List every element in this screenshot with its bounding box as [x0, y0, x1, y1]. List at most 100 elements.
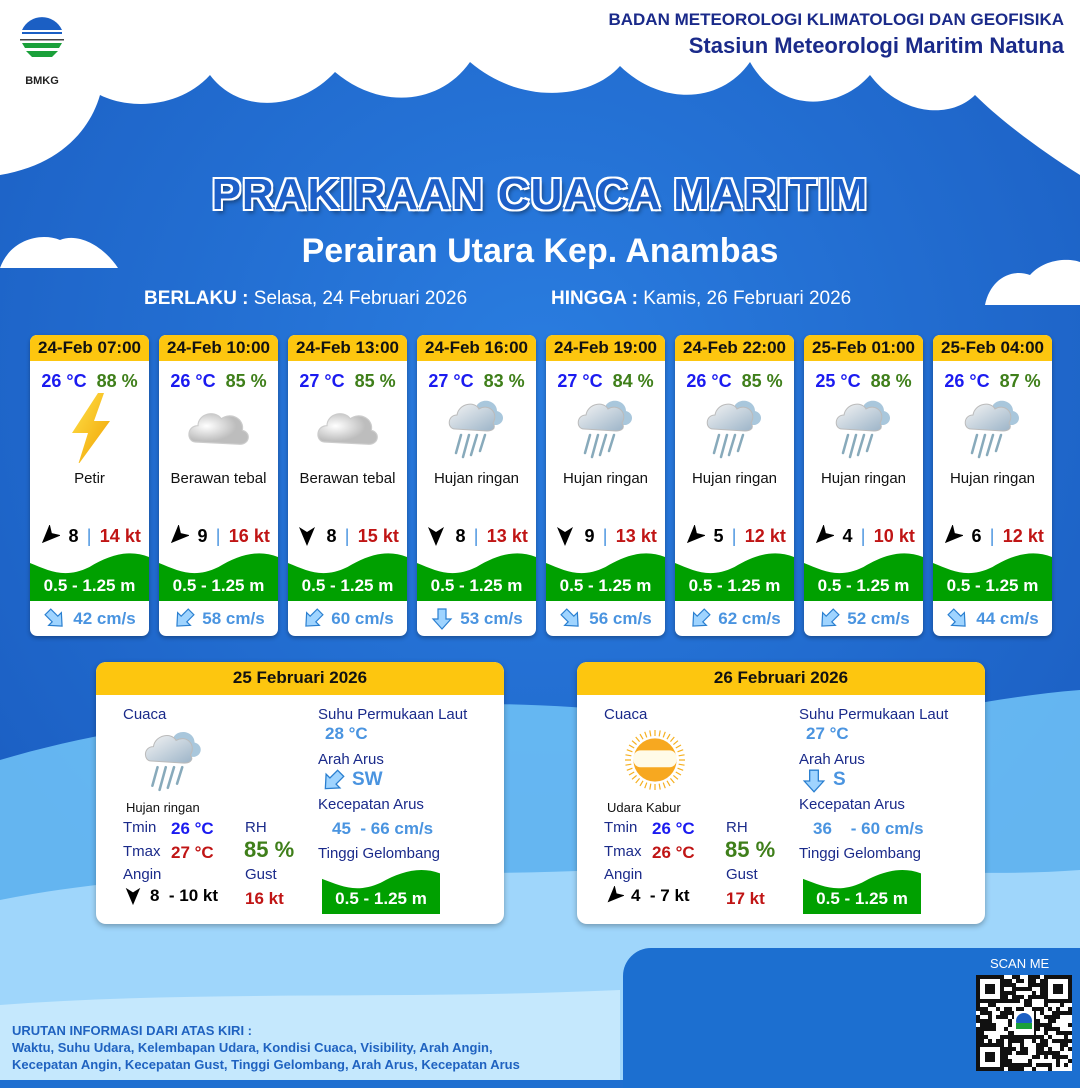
- wind-arrow-icon: [687, 525, 706, 544]
- logo-text: BMKG: [25, 75, 59, 87]
- rain-cloud-icon: [144, 731, 201, 792]
- air-temp: 25 °C: [815, 371, 861, 391]
- current-arrow-icon: [692, 608, 712, 627]
- daily-condition: Udara Kabur: [607, 800, 681, 815]
- hazy-sun-icon: [625, 730, 685, 790]
- forecast-time: 24-Feb 13:00: [288, 335, 407, 361]
- tmax-label: Tmax: [604, 843, 642, 860]
- wind-arrow-icon: [428, 527, 445, 546]
- wind-arrow-icon: [945, 525, 964, 544]
- rain-cloud-icon: [964, 400, 1019, 459]
- gust-speed: 13 kt: [615, 525, 657, 546]
- scan-me-label: SCAN ME: [990, 956, 1050, 971]
- footer-line-1: Waktu, Suhu Udara, Kelembapan Udara, Kon…: [12, 1040, 493, 1055]
- wind-arrow-icon: [42, 525, 61, 544]
- sst-label: Suhu Permukaan Laut: [799, 706, 949, 723]
- current-speed: 62 cm/s: [718, 609, 781, 628]
- cloud-icon: [316, 413, 378, 445]
- valid-to-date: Kamis, 26 Februari 2026: [643, 288, 852, 309]
- forecast-card: 25-Feb 01:00 25 °C 88 % Hujan ringan 4 | 1…: [804, 335, 923, 636]
- current-dir-label: Arah Arus: [318, 751, 384, 768]
- wave-height: 0.5 - 1.25 m: [43, 576, 136, 595]
- qr-code[interactable]: [976, 975, 1072, 1071]
- rh-label: RH: [245, 819, 267, 836]
- valid-from: BERLAKU : Selasa, 24 Februari 2026: [144, 288, 467, 310]
- air-temp: 26 °C: [944, 371, 990, 391]
- tmin-value: 26 °C: [652, 819, 695, 838]
- forecast-card: 24-Feb 07:00 26 °C 88 % Petir 8 | 14 kt 0.…: [30, 335, 149, 636]
- weather-condition: Berawan tebal: [299, 470, 396, 487]
- wind-arrow-icon: [299, 527, 316, 546]
- air-temp: 26 °C: [41, 371, 87, 391]
- humidity: 88 %: [96, 371, 138, 391]
- wind-speed: 8: [68, 525, 79, 546]
- valid-to-label: HINGGA :: [551, 288, 638, 309]
- sst-label: Suhu Permukaan Laut: [318, 706, 468, 723]
- daily-condition: Hujan ringan: [126, 800, 200, 815]
- daily-wave-height: 0.5 - 1.25 m: [816, 889, 908, 908]
- gust-speed: 16 kt: [228, 525, 270, 546]
- footer-line-2: Kecepatan Angin, Kecepatan Gust, Tinggi …: [12, 1057, 520, 1072]
- wave-height: 0.5 - 1.25 m: [688, 576, 781, 595]
- wave-height: 0.5 - 1.25 m: [172, 576, 265, 595]
- air-temp: 26 °C: [170, 371, 216, 391]
- weather-condition: Hujan ringan: [433, 470, 520, 487]
- station-name: Stasiun Meteorologi Maritim Natuna: [688, 33, 1064, 58]
- wave-label: Tinggi Gelombang: [799, 845, 922, 862]
- forecast-card: 24-Feb 19:00 27 °C 84 % Hujan ringan 9 | 1…: [546, 335, 665, 636]
- rain-cloud-icon: [577, 400, 632, 459]
- wave-shape: [322, 870, 440, 914]
- current-speed-range: 36 - 60 cm/s: [813, 819, 924, 838]
- forecast-time: 24-Feb 16:00: [417, 335, 536, 361]
- wind-speed: 8: [326, 525, 337, 546]
- humidity: 83 %: [483, 371, 525, 391]
- gust-label: Gust: [245, 866, 277, 883]
- weather-condition: Berawan tebal: [170, 470, 267, 487]
- tmax-value: 26 °C: [652, 843, 695, 862]
- valid-to: HINGGA : Kamis, 26 Februari 2026: [551, 288, 851, 310]
- weather-condition: Hujan ringan: [949, 470, 1036, 487]
- current-arrow-icon: [947, 608, 967, 627]
- daily-date: 25 Februari 2026: [96, 662, 504, 695]
- footer-legend: URUTAN INFORMASI DARI ATAS KIRI : Waktu,…: [12, 1022, 520, 1073]
- rain-cloud-icon: [835, 400, 890, 459]
- valid-from-label: BERLAKU :: [144, 288, 249, 309]
- current-dir-value: SW: [352, 769, 383, 790]
- current-arrow-icon: [176, 608, 196, 627]
- wave-shape: [803, 870, 921, 914]
- humidity: 84 %: [612, 371, 654, 391]
- current-arrow-icon: [305, 608, 325, 627]
- current-speed: 53 cm/s: [460, 609, 523, 628]
- wind-label: Angin: [123, 866, 162, 883]
- air-temp: 26 °C: [686, 371, 732, 391]
- lightning-icon: [71, 393, 110, 463]
- tmin-label: Tmin: [604, 819, 638, 836]
- wind-arrow-icon: [607, 885, 625, 903]
- humidity: 85 %: [741, 371, 783, 391]
- wave-shape: [288, 553, 407, 601]
- current-arrow-icon: [560, 608, 580, 627]
- bmkg-logo: BMKG: [16, 12, 68, 89]
- wave-shape: [546, 553, 665, 601]
- tmin-label: Tmin: [123, 819, 157, 836]
- daily-summary-card: 25 Februari 2026 Cuaca Hujan ringan Tmin…: [96, 662, 504, 924]
- air-temp: 27 °C: [557, 371, 603, 391]
- tmax-value: 27 °C: [171, 843, 214, 862]
- gust-value: 16 kt: [245, 889, 284, 908]
- wind-arrow-icon: [171, 525, 190, 544]
- wind-speed: 9: [584, 525, 595, 546]
- wind-speed: 8: [455, 525, 466, 546]
- wind-speed: 6: [971, 525, 982, 546]
- air-temp: 27 °C: [428, 371, 474, 391]
- gust-value: 17 kt: [726, 889, 765, 908]
- humidity: 87 %: [999, 371, 1041, 391]
- sst-value: 27 °C: [806, 724, 849, 743]
- wave-shape: [804, 553, 923, 601]
- air-temp: 27 °C: [299, 371, 345, 391]
- current-arrow-icon: [44, 608, 64, 627]
- current-speed: 42 cm/s: [73, 609, 136, 628]
- current-arrow-icon: [802, 769, 826, 793]
- wave-shape: [675, 553, 794, 601]
- gust-speed: 14 kt: [99, 525, 141, 546]
- gust-speed: 12 kt: [1002, 525, 1044, 546]
